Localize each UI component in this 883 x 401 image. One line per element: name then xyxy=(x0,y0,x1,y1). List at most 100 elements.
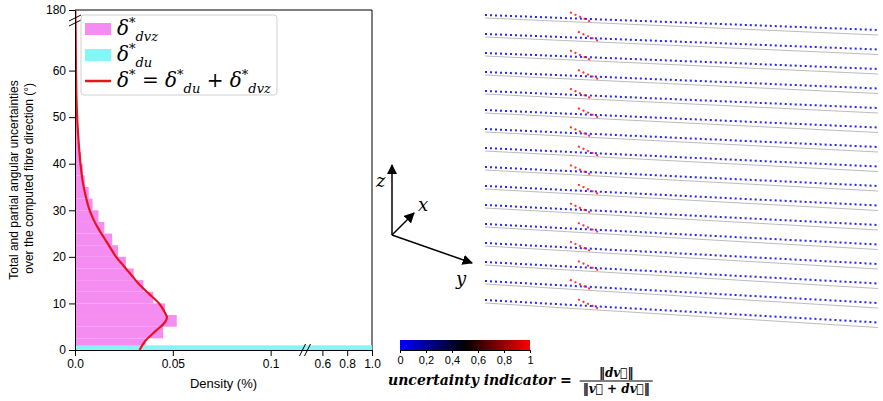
fibre-thread xyxy=(485,303,878,328)
fibre-ramp xyxy=(578,108,600,118)
fibre-thread xyxy=(485,132,878,152)
tick: 50 xyxy=(53,110,75,124)
legend-label: δ*dvz xyxy=(117,15,158,44)
tick: 0,4 xyxy=(445,350,460,366)
fibre-ramp xyxy=(578,70,600,80)
tick: 0 xyxy=(397,350,403,366)
axis-arrow xyxy=(392,213,414,235)
tick-mark xyxy=(69,210,75,211)
tick-label: 0.0 xyxy=(67,357,84,371)
tick-mark xyxy=(530,350,531,353)
histogram-bar xyxy=(75,280,143,292)
fibre-thread xyxy=(485,246,878,269)
colorbar-axis: 0 0,2 0,4 0,6 0,8 1 xyxy=(397,350,533,366)
fibre-ramp xyxy=(570,280,592,290)
y-axis-label: y xyxy=(455,268,467,289)
tick-mark xyxy=(69,303,75,304)
legend-swatch xyxy=(85,23,111,35)
tick-mark xyxy=(347,350,348,356)
colorbar-axis-line xyxy=(401,351,531,354)
tick-mark xyxy=(75,350,76,356)
frame-right xyxy=(372,10,373,350)
fibre-ramp xyxy=(570,89,592,99)
figure: 01020304050601800.00.050.10.60.81.0Densi… xyxy=(0,0,883,401)
tick: 0.0 xyxy=(67,350,84,371)
fibre-layer xyxy=(485,243,878,264)
tick: 0,2 xyxy=(419,350,434,366)
tick-label: 0.05 xyxy=(162,357,186,371)
fibre-ramp xyxy=(570,50,592,60)
colorbar xyxy=(400,340,530,350)
frame-top xyxy=(75,10,372,11)
histogram-bar xyxy=(75,345,372,350)
legend-label: δ* = δ*du + δ*dvz xyxy=(117,67,271,96)
tick-label: 180 xyxy=(46,3,66,17)
fibre-thread xyxy=(485,56,878,74)
histogram-bar xyxy=(75,292,153,304)
x-axis-line xyxy=(76,350,373,351)
tick: 1.0 xyxy=(364,350,381,371)
tick: 10 xyxy=(53,297,75,311)
axis-break xyxy=(305,344,311,356)
fibre-sketch xyxy=(485,12,878,327)
tick-mark xyxy=(400,350,401,353)
tick: 60 xyxy=(53,64,75,78)
tick: 30 xyxy=(53,204,75,218)
tick: 0.05 xyxy=(162,350,186,371)
axis-arrow xyxy=(392,235,472,263)
tick-label: 0.8 xyxy=(339,357,356,371)
fibre-thread xyxy=(485,227,878,250)
tick-mark xyxy=(69,10,75,11)
tick-mark xyxy=(372,350,373,356)
histogram xyxy=(75,345,372,350)
tick-label: 0,2 xyxy=(419,354,434,366)
tick-label: 0,4 xyxy=(445,354,460,366)
tick-label: 30 xyxy=(53,204,67,218)
fibre-thread xyxy=(485,75,878,94)
histogram-bar xyxy=(75,303,165,315)
tick-label: 0.6 xyxy=(315,357,332,371)
tick-mark xyxy=(69,117,75,118)
tick: 40 xyxy=(53,157,75,171)
fibre-thread xyxy=(485,151,878,172)
fibre-layer xyxy=(485,53,878,69)
tick-label: 40 xyxy=(53,157,67,171)
tick: 0,6 xyxy=(471,350,486,366)
fibre-layer xyxy=(485,167,878,186)
fraction-bar xyxy=(580,380,653,381)
axis-break xyxy=(69,15,81,21)
fibre-ramp xyxy=(570,165,592,175)
fibre-thread xyxy=(485,94,878,113)
legend: δ*dvzδ*duδ* = δ*du + δ*dvz xyxy=(81,15,277,96)
y-axis-line xyxy=(75,11,76,351)
tick: 180 xyxy=(46,3,75,17)
fibre-layer xyxy=(485,300,878,323)
formula-denominator: ‖v⃗ + dv⃗‖ xyxy=(583,382,650,396)
fibre-ramp xyxy=(578,185,600,195)
tick-mark xyxy=(504,350,505,353)
legend-swatch xyxy=(85,49,111,61)
tick-mark xyxy=(426,350,427,353)
fibre-thread xyxy=(485,284,878,308)
tick-label: 0,6 xyxy=(471,354,486,366)
tick: 0.1 xyxy=(263,350,280,371)
fibre-thread xyxy=(485,208,878,230)
z-axis-label: z xyxy=(375,170,386,191)
tick-mark xyxy=(69,71,75,72)
fibre-ramp xyxy=(570,12,592,22)
fibre-layer xyxy=(485,186,878,206)
tick-label: 0,8 xyxy=(497,354,512,366)
tick: 0,8 xyxy=(497,350,512,366)
axes-3d: zyx xyxy=(375,165,472,289)
fibre-ramp xyxy=(578,261,600,271)
tick-label: 1 xyxy=(527,354,533,366)
tick-label: 0 xyxy=(397,354,403,366)
tick: 1 xyxy=(527,350,533,366)
fibre-layer xyxy=(485,281,878,303)
fibre-thread xyxy=(485,265,878,289)
x-axis-title: Density (%) xyxy=(190,376,257,391)
legend-box xyxy=(81,15,277,95)
axis-break xyxy=(300,344,306,356)
tick-label: 10 xyxy=(53,297,67,311)
fibre-ramp xyxy=(578,32,600,42)
